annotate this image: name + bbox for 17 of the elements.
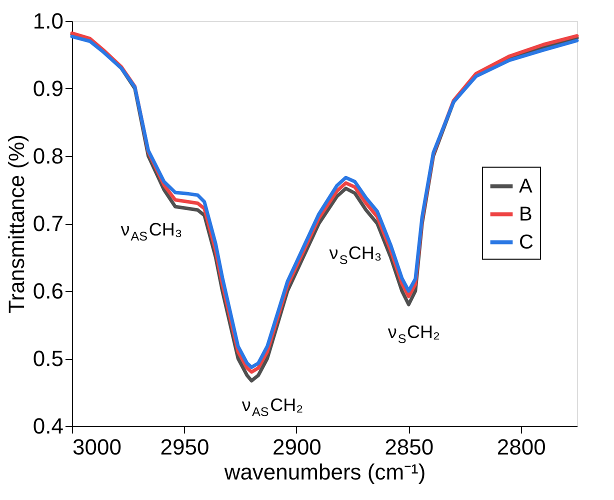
legend-label: C (519, 231, 534, 254)
y-tick-label: 0.5 (32, 346, 64, 371)
x-tick-label: 2950 (160, 434, 210, 460)
legend-label: A (519, 175, 533, 198)
y-tick-label: 1.0 (32, 8, 64, 34)
x-tick-label: 2800 (496, 434, 546, 460)
y-tick-label: 0.6 (32, 278, 64, 304)
x-tick-label: 3000 (72, 434, 122, 460)
y-axis-title: Transmittance (%) (4, 134, 29, 314)
legend-label: B (519, 203, 532, 226)
y-tick-label: 0.9 (32, 76, 64, 101)
x-tick-label: 2850 (384, 434, 434, 460)
y-tick-label: 0.4 (32, 414, 64, 438)
y-tick-label: 0.8 (32, 144, 64, 168)
x-axis-title: wavenumbers (cm⁻¹) (223, 460, 426, 484)
y-tick-label: 0.7 (32, 211, 64, 236)
x-tick-label: 2900 (272, 434, 322, 460)
